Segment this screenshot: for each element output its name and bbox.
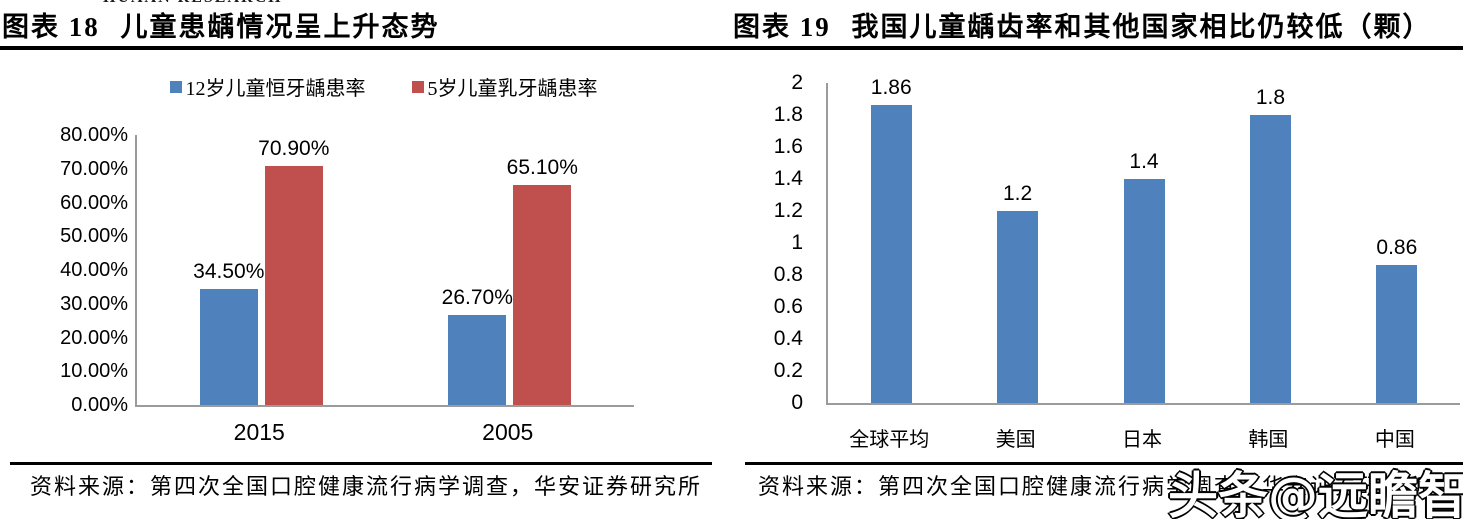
bar-value-label: 70.90% [258,136,330,160]
figure-18-legend: 12岁儿童恒牙龋患率 5岁儿童乳牙龋患率 [135,72,632,101]
bar-value-label: 65.10% [506,156,578,180]
bar-2015-series0 [199,288,258,405]
bar-韩国 [1249,115,1291,403]
figure-18-y-axis: 80.00% 70.00% 60.00% 50.00% 40.00% 30.00% 20.0… [28,124,128,416]
bar-2015-series0-wrap: 34.50% [193,135,264,405]
y-axis-tick-label: 1.2 [773,199,803,222]
bar-韩国-wrap: 1.8 [1249,83,1291,403]
y-axis-tick-label: 60.00% [60,191,128,214]
figure-18-source-note: 资料来源：第四次全国口腔健康流行病学调查，华安证券研究所 [30,474,703,499]
bar-group-2015: 34.50% 70.90% [137,135,386,405]
x-axis-label: 全球平均 [849,429,930,451]
bar-美国-wrap: 1.2 [997,83,1039,403]
bar-group-韩国: 1.8 [1207,83,1333,403]
bar-value-label: 1.86 [870,76,912,100]
bar-group-全球平均: 1.86 [828,76,954,403]
x-axis-label: 美国 [995,429,1036,451]
bar-value-label: 1.4 [1129,150,1159,173]
y-axis-tick-label: 0.8 [773,263,803,286]
bar-2005-series1 [513,185,572,405]
figure-19-y-axis: 2 1.8 1.6 1.4 1.2 1 0.8 0.6 0.4 0.2 0 [733,71,803,414]
legend-label: 12岁儿童恒牙龋患率 [185,78,366,100]
legend-item-1: 5岁儿童乳牙龋患率 [411,72,598,101]
y-axis-tick-label: 10.00% [60,360,128,383]
x-axis-label: 日本 [1122,429,1163,451]
figure-19-plot-area: 1.86 1.2 1.4 1.8 0.86 [826,76,1460,405]
y-axis-tick-label: 40.00% [60,259,128,281]
figure-19-label: 图表 19 [733,12,831,42]
y-axis-tick-label: 30.00% [60,292,128,315]
y-axis-tick-label: 0.2 [773,359,803,382]
bar-日本 [1123,179,1165,403]
y-axis-tick-label: 70.00% [60,157,128,180]
title-underline-rule [0,46,1463,50]
y-axis-tick-label: 0.00% [71,394,128,416]
bar-group-2005: 26.70% 65.10% [386,135,635,405]
bar-全球平均 [870,105,912,403]
y-axis-tick-label: 1 [791,231,803,254]
y-axis-tick-label: 0.4 [773,327,803,350]
x-axis-label: 2005 [482,419,534,445]
bar-中国 [1376,265,1418,403]
figure-18-label: 图表 18 [2,12,100,42]
y-axis-tick-label: 1.8 [773,103,803,126]
bar-2015-series1 [264,165,323,405]
bar-美国 [997,211,1039,403]
legend-label: 5岁儿童乳牙龋患率 [427,78,598,100]
bar-group-中国: 0.86 [1334,83,1460,403]
figure-18-title-text: 儿童患龋情况呈上升态势 [120,12,440,42]
bar-2005-series0-wrap: 26.70% [442,135,513,405]
y-axis-tick-label: 1.4 [773,167,803,190]
figure-19-source-note: 资料来源：第四次全国口腔健康流行病学调查，华安证券研究所 [758,474,1431,499]
legend-swatch-icon [169,80,182,93]
figure-18-x-axis-labels: 2015 2005 [135,419,632,446]
legend-swatch-icon [411,80,424,93]
bar-全球平均-wrap: 1.86 [870,76,912,403]
bar-group-日本: 1.4 [1081,83,1207,403]
x-axis-label: 2015 [233,419,285,445]
x-axis-label: 韩国 [1248,429,1289,451]
bar-中国-wrap: 0.86 [1376,83,1418,403]
figure-19-x-axis-labels: 全球平均 美国 日本 韩国 中国 [826,423,1458,452]
y-axis-tick-label: 80.00% [60,124,128,146]
bar-group-美国: 1.2 [954,83,1080,403]
bar-value-label: 1.8 [1255,86,1286,109]
toutiao-yuanzhan-watermark: 头条@远瞻智库 [1167,466,1463,519]
bar-2005-series1-wrap: 65.10% [507,135,578,405]
bar-value-label: 1.2 [1003,182,1033,205]
y-axis-tick-label: 20.00% [60,326,128,349]
figure-18-title: 图表 18 儿童患龋情况呈上升态势 [2,5,440,44]
figure-18-plot-area: 34.50% 70.90% 26.70% 65.10% [135,135,634,407]
y-axis-tick-label: 2 [791,71,803,94]
y-axis-tick-label: 0.6 [773,295,803,318]
x-axis-label: 中国 [1374,429,1415,451]
bar-2015-series1-wrap: 70.90% [258,135,329,405]
huaan-research-logo-cropped: HUAAN RESEARCH [103,0,333,8]
figure-19-title-text: 我国儿童龋齿率和其他国家相比仍较低（颗） [851,12,1432,42]
bar-2005-series0 [448,314,507,405]
y-axis-tick-label: 0 [791,391,803,414]
bar-value-label: 26.70% [441,285,513,309]
bar-value-label: 34.50% [193,259,265,283]
y-axis-tick-label: 1.6 [773,135,803,158]
y-axis-tick-label: 50.00% [60,225,128,248]
figure-18-bottom-rule [10,462,712,465]
bar-日本-wrap: 1.4 [1123,83,1165,403]
huaan-research-logo-text: HUAAN RESEARCH [103,0,333,7]
bar-value-label: 0.86 [1376,236,1418,260]
figure-19-bottom-rule [745,462,1463,465]
legend-item-0: 12岁儿童恒牙龋患率 [169,72,366,101]
figure-19-title: 图表 19 我国儿童龋齿率和其他国家相比仍较低（颗） [733,5,1432,44]
